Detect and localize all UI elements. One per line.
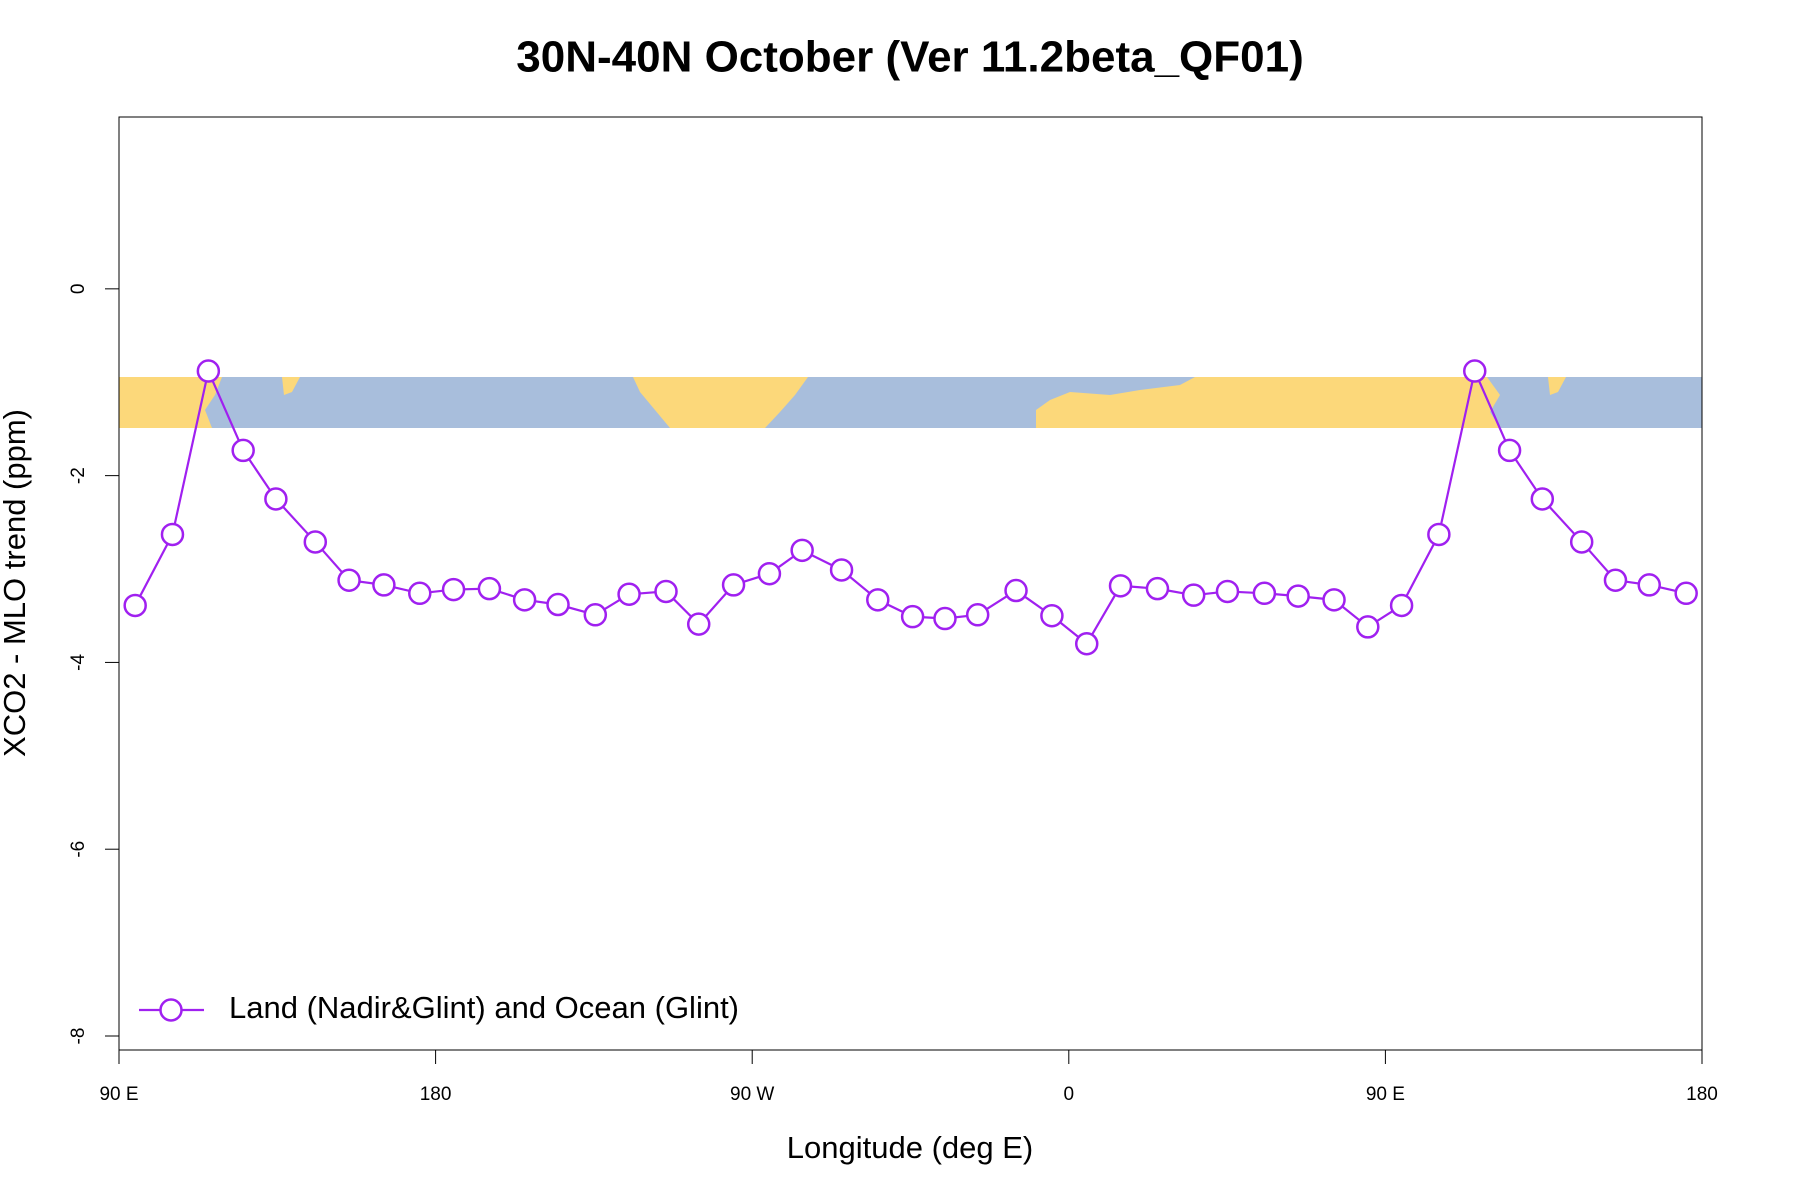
- legend-marker: [159, 998, 183, 1022]
- y-axis-label: XCO2 - MLO trend (ppm): [0, 409, 32, 757]
- x-tick-label: 90 E: [99, 1084, 138, 1105]
- point: [1530, 487, 1555, 511]
- land: [119, 377, 222, 428]
- point: [790, 538, 814, 563]
- point: [866, 588, 890, 612]
- y-tick-label: -8: [68, 1028, 89, 1045]
- point: [1074, 631, 1099, 656]
- point: [123, 593, 147, 618]
- point: [1674, 581, 1698, 606]
- x-tick-label: 180: [420, 1084, 452, 1105]
- point: [829, 558, 854, 582]
- point: [721, 573, 746, 597]
- point: [1215, 579, 1240, 604]
- x-tick-label: 90 W: [730, 1084, 774, 1105]
- land: [1036, 377, 1500, 428]
- point: [1356, 615, 1380, 639]
- point: [441, 577, 466, 602]
- x-tick-label: 0: [1064, 1084, 1075, 1105]
- point: [1603, 568, 1628, 592]
- y-tick-label: -6: [68, 841, 89, 858]
- point: [512, 588, 537, 612]
- point: [160, 522, 185, 547]
- point: [1181, 583, 1206, 607]
- point: [1427, 522, 1451, 547]
- point: [546, 592, 570, 617]
- point: [1004, 578, 1028, 603]
- point: [900, 604, 925, 629]
- land: [633, 377, 808, 428]
- point: [1463, 359, 1487, 383]
- point: [231, 438, 255, 463]
- point: [654, 579, 678, 604]
- point: [933, 606, 957, 631]
- point: [303, 530, 328, 554]
- y-tick-label: -4: [68, 654, 89, 671]
- point: [1637, 573, 1661, 597]
- y-tick-label: 0: [68, 284, 89, 295]
- point: [1286, 584, 1310, 608]
- point: [408, 581, 432, 606]
- point: [1040, 603, 1064, 628]
- point: [1108, 574, 1133, 598]
- plot-frame: [118, 116, 1703, 1051]
- land: [1548, 377, 1566, 395]
- point: [617, 582, 641, 606]
- point: [757, 561, 782, 586]
- point: [196, 359, 221, 383]
- point: [583, 603, 608, 627]
- point: [1389, 593, 1414, 618]
- land: [282, 377, 300, 395]
- point: [477, 576, 502, 601]
- point: [337, 568, 361, 592]
- y-tick-label: -2: [68, 467, 89, 484]
- point: [264, 487, 288, 511]
- map-band: [119, 377, 1702, 428]
- x-tick-label: 90 E: [1366, 1084, 1405, 1105]
- chart-title: 30N-40N October (Ver 11.2beta_QF01): [516, 33, 1303, 82]
- point: [1497, 438, 1522, 463]
- point: [1252, 581, 1277, 606]
- point: [1322, 588, 1346, 612]
- x-axis-label: Longitude (deg E): [787, 1130, 1033, 1165]
- point: [372, 573, 396, 597]
- point: [1145, 576, 1170, 601]
- point: [965, 603, 990, 627]
- point: [1569, 530, 1594, 554]
- x-tick-label: 180: [1686, 1084, 1718, 1105]
- point: [686, 612, 711, 636]
- legend-label: Land (Nadir&Glint) and Ocean (Glint): [229, 990, 739, 1025]
